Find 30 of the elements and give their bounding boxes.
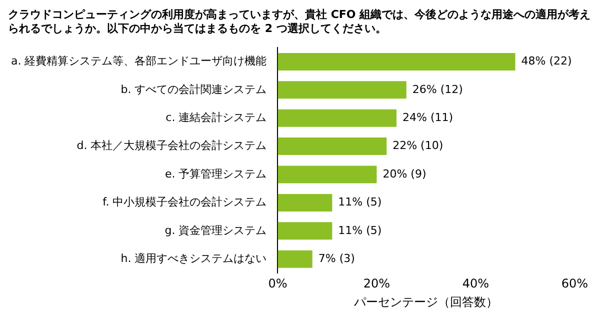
data-label: 48% (22) xyxy=(521,54,572,68)
data-label: 20% (9) xyxy=(382,167,426,180)
bar xyxy=(278,109,397,127)
y-tick-label: b. すべての会計関連システム xyxy=(120,82,267,96)
bar xyxy=(278,81,406,99)
y-tick-label: c. 連結会計システム xyxy=(166,110,267,124)
data-label: 24% (11) xyxy=(402,110,454,124)
data-label: 26% (12) xyxy=(412,82,463,96)
data-label: 11% (5) xyxy=(338,224,382,237)
y-tick-label: f. 中小規模子会社の会計システム xyxy=(102,196,267,209)
data-label: 7% (3) xyxy=(318,252,355,265)
x-tick-label: 0% xyxy=(268,276,288,291)
bar xyxy=(278,52,516,70)
x-tick-label: 20% xyxy=(363,276,390,291)
bar xyxy=(278,222,332,240)
y-tick-label: a. 経費精算システム等、各部エンドユーザ向け機能 xyxy=(11,54,267,68)
y-tick-label: e. 予算管理システム xyxy=(164,167,267,180)
bar xyxy=(278,250,312,268)
x-axis-title: パーセンテージ（回答数） xyxy=(353,294,498,309)
y-tick-label: h. 適用すべきシステムはない xyxy=(120,252,267,265)
x-tick-label: 60% xyxy=(561,276,588,291)
y-tick-label: d. 本社／大規模子会社の会計システム xyxy=(76,139,267,152)
data-label: 22% (10) xyxy=(392,139,444,152)
data-label: 11% (5) xyxy=(338,196,382,209)
y-tick-label: g. 資金管理システム xyxy=(164,224,267,237)
chart-title: クラウドコンピューティングの利用度が高まっていますが、貴社 CFO 組織では、今後どのような用途への適用が考えられるでしょうか。以下の中から当てはまるものを 2 つ選択してください。 xyxy=(8,8,592,36)
bar xyxy=(278,138,387,156)
x-tick-label: 40% xyxy=(462,276,490,291)
bar xyxy=(278,194,332,212)
bar xyxy=(278,166,377,184)
